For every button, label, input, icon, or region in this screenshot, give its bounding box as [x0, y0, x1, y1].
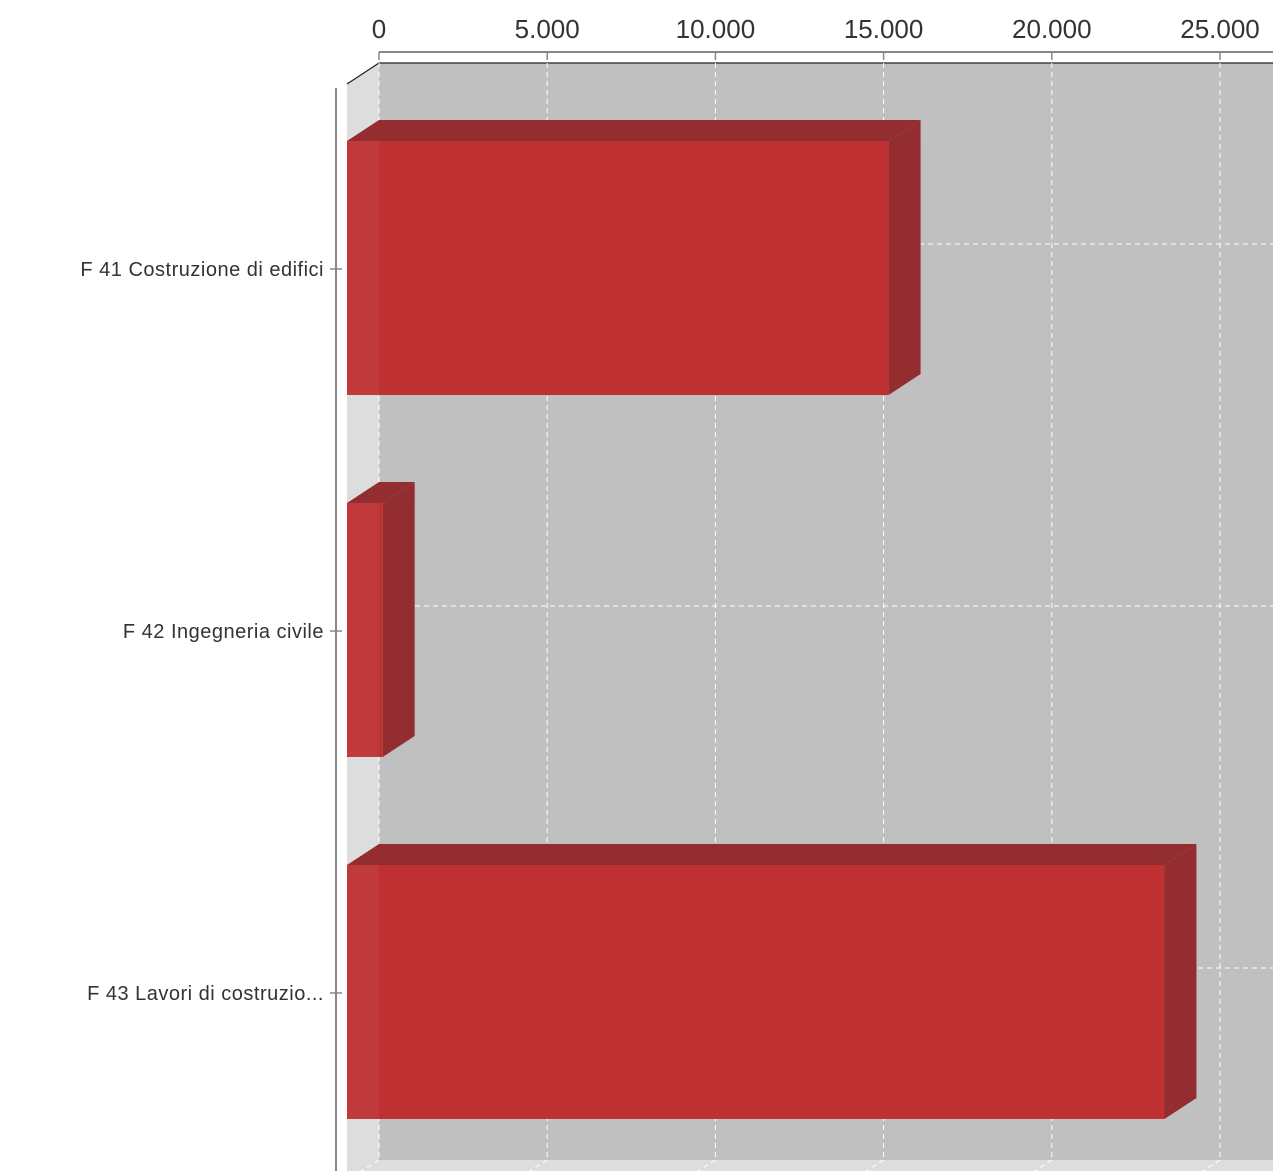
bar-top-face [347, 120, 921, 141]
x-tick-label: 15.000 [844, 14, 924, 44]
grid-line-floor [697, 1159, 716, 1171]
grid-line-floor [529, 1159, 548, 1171]
bar [347, 865, 1165, 1119]
x-tick-label: 25.000 [1180, 14, 1260, 44]
x-tick-labels: 0 5.000 10.000 15.000 20.000 25.000 [372, 14, 1260, 44]
bar-side-face [1164, 844, 1197, 1119]
bar-top-face [347, 844, 1197, 865]
bar-side-face [888, 120, 921, 395]
bar [347, 141, 889, 395]
category-label: F 42 Ingegneria civile [123, 621, 324, 643]
bar-highlight [347, 503, 379, 757]
bar-highlight [347, 865, 379, 1119]
grid-line-floor [361, 1159, 380, 1171]
bar-highlight [347, 141, 379, 395]
category-label: F 41 Costruzione di edifici [80, 259, 324, 281]
grid-line-floor [1033, 1159, 1053, 1171]
x-tick-label: 0 [372, 14, 386, 44]
y-category-labels: F 41 Costruzione di edifici F 42 Ingegner… [80, 259, 324, 1005]
category-label: F 43 Lavori di costruzio... [87, 983, 324, 1005]
axes [330, 51, 1273, 1171]
x-tick-label: 5.000 [515, 14, 580, 44]
grid-line-floor [1202, 1159, 1221, 1171]
grid-line-floor [865, 1159, 884, 1171]
bar-top-face [347, 482, 415, 503]
x-tick-label: 20.000 [1012, 14, 1092, 44]
bar [347, 503, 383, 757]
bar-side-face [382, 482, 415, 757]
floor [347, 1160, 1273, 1171]
x-tick-label: 10.000 [676, 14, 756, 44]
bars [347, 120, 1197, 1119]
